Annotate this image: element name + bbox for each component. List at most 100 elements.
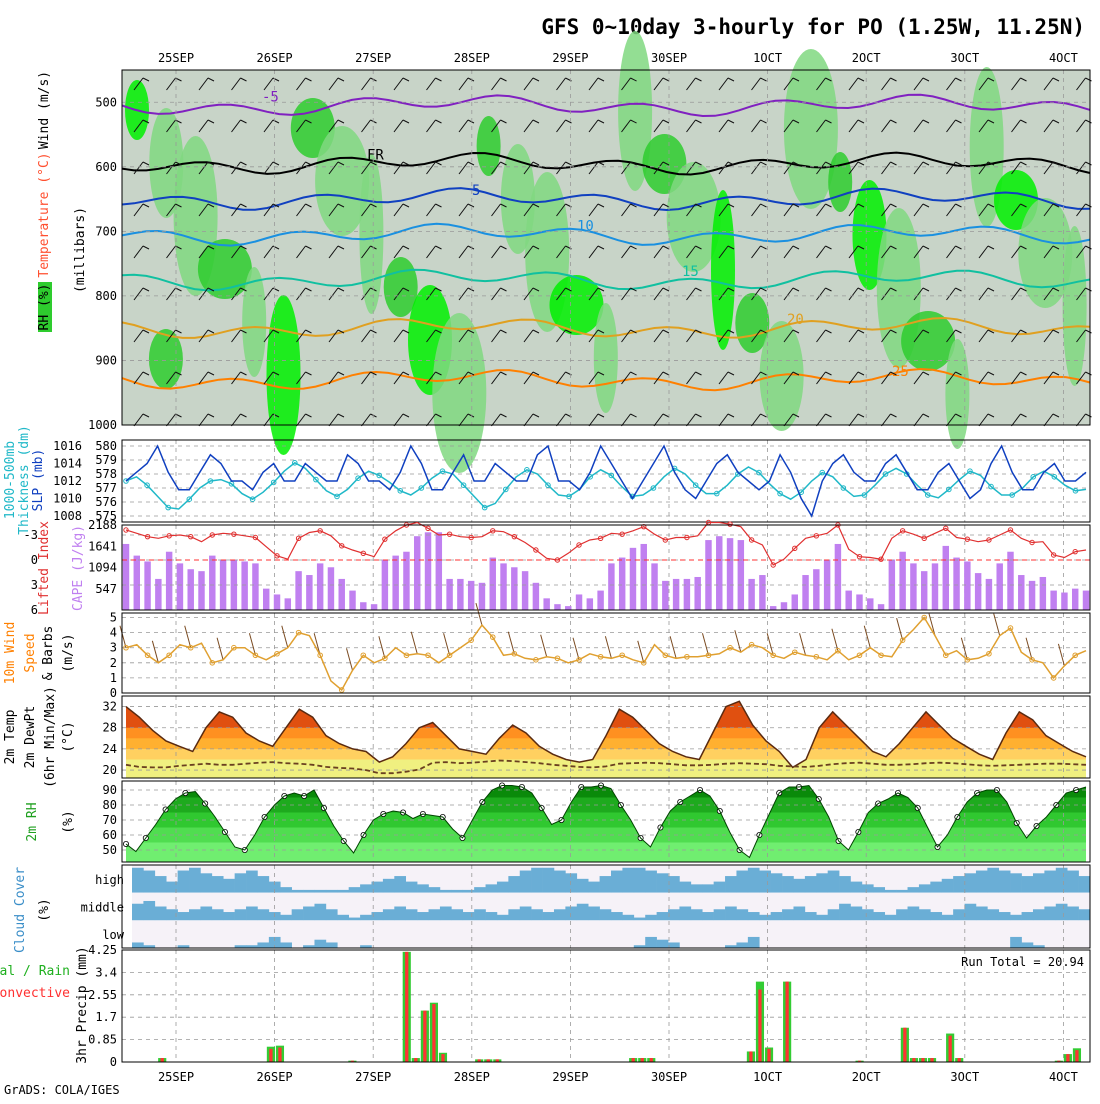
wind-barb (588, 413, 599, 427)
wind-barb (426, 329, 436, 343)
wind-barb (133, 329, 144, 343)
cape-bar (964, 561, 971, 610)
cloud-bar (382, 909, 395, 921)
thickness-tick: 579 (95, 453, 117, 467)
wind-barb (928, 613, 936, 636)
wind-barb (402, 119, 410, 124)
wind-barb (231, 287, 241, 301)
wind-barb (955, 413, 962, 418)
wind-barb (491, 161, 501, 175)
wind-barb (695, 413, 702, 418)
cloud-bar (656, 912, 669, 921)
cloud-bar (1078, 909, 1091, 921)
wind-barb (231, 161, 241, 175)
cloud-bar (987, 867, 1000, 893)
cloud-bar (223, 912, 235, 921)
wind-barb (760, 245, 767, 250)
cloud-bar (839, 903, 851, 921)
cloud-bar (645, 870, 657, 893)
wind-barb (410, 631, 418, 654)
cloud-bar (132, 867, 144, 893)
cloud-bar (668, 909, 680, 921)
wind-barb (328, 203, 339, 217)
cape-bar (575, 594, 583, 610)
cape-bar (737, 540, 745, 610)
cape-tick: 2188 (88, 518, 117, 532)
wind-barb (337, 287, 345, 292)
wind-barb (272, 161, 280, 166)
wind-barb (1052, 119, 1060, 124)
wind-barb (922, 287, 930, 292)
cloud-bar (633, 945, 646, 948)
wind-barb (175, 77, 182, 82)
cloud-bar (918, 884, 931, 893)
top-date-axis: 25SEP 26SEP 27SEP 28SEP 29SEP 30SEP 1OCT 2OCT 3O… (158, 51, 1078, 65)
temp-tick: 32 (103, 700, 117, 714)
cape-bar (198, 571, 205, 610)
wind-barb (783, 119, 794, 133)
wind-barb (402, 245, 410, 250)
wind-tick: 2 (110, 656, 117, 670)
wind-barb (630, 203, 637, 208)
wind-barb (142, 77, 150, 82)
wind-barb (727, 161, 735, 166)
cloud-bar (291, 909, 304, 921)
wind-barb (1052, 413, 1060, 418)
cloud-bar (303, 889, 315, 893)
wind-barb (532, 329, 540, 334)
wind-barb (240, 203, 247, 208)
wind-barb (978, 77, 989, 91)
cloud-bar (337, 889, 349, 893)
cloud-bar (1067, 906, 1079, 921)
li-point (382, 536, 388, 542)
cloud-bar (1055, 867, 1068, 893)
thickness-point (1072, 488, 1079, 494)
wind-barb (556, 329, 566, 343)
wind-barb (857, 371, 865, 376)
thickness-point (1009, 492, 1015, 498)
date-label-top: 28SEP (454, 51, 490, 65)
cape-bar (532, 582, 540, 610)
contour-line (121, 367, 1091, 392)
wind-barb (588, 119, 599, 133)
wind-barb (718, 77, 729, 91)
wind-barb (718, 413, 729, 427)
precip-frame (121, 949, 1091, 1063)
cloud-bar (200, 873, 213, 893)
wind-barb (532, 119, 540, 124)
wind-barb (848, 287, 859, 301)
contour-label: 20 (787, 312, 804, 328)
wind-barb (792, 119, 800, 124)
cloud-bar (793, 906, 806, 921)
wind-barb (987, 245, 995, 250)
wind-barb (913, 119, 924, 133)
wind-barb (890, 119, 897, 124)
li-point (533, 547, 539, 553)
thickness-point (144, 482, 150, 489)
wind-barb (207, 203, 215, 208)
cloud-bar (542, 912, 555, 921)
cloud-bar (246, 945, 258, 948)
wind-barb (1052, 77, 1060, 82)
contour-line (121, 222, 1091, 247)
li-point (1007, 527, 1014, 533)
wind-speed-point (252, 652, 259, 659)
cloud-bar (405, 881, 418, 893)
wind-barb (240, 413, 247, 418)
wind-speed-point (899, 637, 906, 643)
wind-barb (727, 413, 735, 418)
wind-speed-point (317, 652, 323, 659)
cape-bar (705, 540, 712, 610)
wind-barb (175, 413, 182, 418)
wind-barb (142, 287, 150, 292)
cloud-bar (907, 887, 920, 893)
thickness-point (566, 493, 572, 500)
wind-barb (653, 413, 664, 427)
wind-barb (695, 161, 702, 166)
rh-region (1018, 198, 1073, 308)
run-total-label: Run Total = 20.94 (961, 955, 1084, 969)
wind-barb (1043, 245, 1054, 259)
cloud-bar (668, 942, 680, 948)
wind-speed-point (468, 637, 474, 643)
